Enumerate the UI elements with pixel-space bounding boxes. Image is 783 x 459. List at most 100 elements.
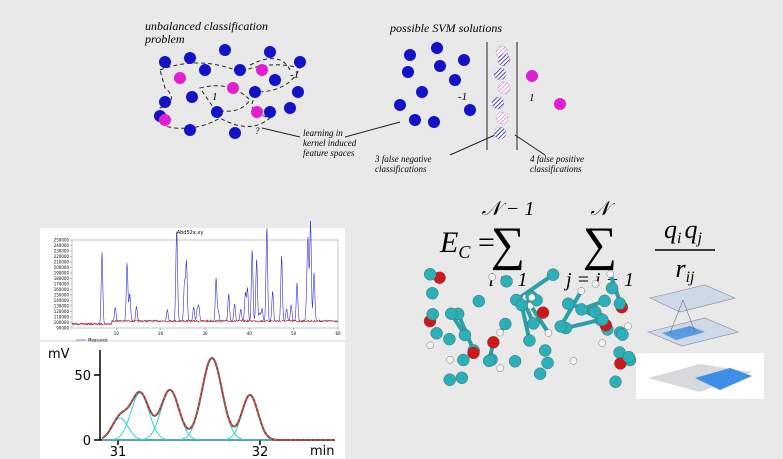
- data-point: [458, 54, 470, 66]
- class-label: 1: [529, 92, 535, 104]
- spectrum-title: Abd52x.xy: [177, 230, 204, 236]
- data-point: [464, 104, 476, 116]
- data-point: [184, 52, 196, 64]
- atom: [555, 320, 567, 332]
- y-tick-label: 50: [74, 369, 91, 384]
- y-tick-label: 0: [83, 434, 91, 449]
- atom: [426, 287, 438, 299]
- data-point: [211, 106, 223, 118]
- atom: [623, 351, 635, 363]
- data-point: [402, 66, 414, 78]
- note: learning in: [303, 128, 343, 138]
- class-label: -1: [290, 69, 299, 81]
- atom: [537, 307, 549, 319]
- atom: [592, 280, 599, 287]
- data-point: [251, 106, 263, 118]
- hatched-point: [492, 97, 504, 109]
- class-label: 1: [212, 91, 218, 103]
- note: classifications: [375, 164, 427, 174]
- x-tick-label: 32: [252, 445, 269, 459]
- atom: [443, 333, 455, 345]
- atom: [427, 308, 439, 320]
- spectrum-plot: Abd52x.xy 900001000001100001200001300001…: [40, 221, 345, 351]
- note: classifications: [530, 164, 582, 174]
- y-tick-label: 200000: [54, 265, 70, 270]
- data-point: [184, 124, 196, 136]
- y-tick-label: 160000: [54, 287, 70, 292]
- panel: [40, 228, 345, 340]
- atom: [527, 317, 539, 329]
- atom: [539, 344, 551, 356]
- data-point: [159, 96, 171, 108]
- atom: [534, 368, 546, 380]
- atom: [570, 357, 577, 364]
- data-point: [229, 127, 241, 139]
- data-point: [409, 114, 421, 126]
- note: 3 false negative: [374, 154, 431, 164]
- atom: [473, 295, 485, 307]
- atom: [501, 275, 513, 287]
- x-tick-label: 31: [110, 445, 127, 459]
- collage: unbalanced classification problem possib…: [0, 0, 783, 459]
- atom: [545, 329, 552, 336]
- y-tick-label: 100000: [54, 320, 70, 325]
- class-label: ?: [255, 126, 260, 136]
- atom: [489, 273, 496, 280]
- y-tick-label: 210000: [54, 260, 70, 265]
- x-tick-label: 30: [202, 331, 208, 336]
- data-point: [199, 64, 211, 76]
- atom: [444, 374, 456, 386]
- y-tick-label: 120000: [54, 309, 70, 314]
- data-point: [234, 64, 246, 76]
- atom: [596, 314, 608, 326]
- atom: [499, 318, 511, 330]
- x-tick-label: 50: [291, 331, 297, 336]
- note: 4 false positive: [530, 154, 584, 164]
- data-point: [174, 72, 186, 84]
- y-tick-label: 240000: [54, 243, 70, 248]
- data-point: [186, 91, 198, 103]
- x-tick-label: 10: [114, 331, 120, 336]
- atom: [487, 336, 499, 348]
- symbol: q: [685, 215, 698, 244]
- data-point: [554, 98, 566, 110]
- subscript: j: [696, 230, 703, 247]
- x-tick-label: 20: [158, 331, 164, 336]
- atom: [614, 298, 626, 310]
- atom: [528, 294, 535, 301]
- data-point: [284, 102, 296, 114]
- note: kernel induced: [303, 138, 357, 148]
- atom: [547, 269, 559, 281]
- atom: [562, 298, 574, 310]
- y-tick-label: 220000: [54, 254, 70, 259]
- atom: [607, 271, 614, 278]
- sum-upper: 𝒩 − 1: [482, 198, 535, 220]
- y-tick-label: 90000: [56, 326, 69, 331]
- data-point: [264, 106, 276, 118]
- atom: [459, 329, 471, 341]
- atom: [468, 347, 480, 359]
- data-point: [416, 86, 428, 98]
- chromatogram: mV min 0 50 31 32: [40, 342, 345, 459]
- atom: [447, 356, 454, 363]
- y-axis-label: mV: [48, 347, 70, 362]
- data-point: [264, 46, 276, 58]
- x-axis-unit: min: [310, 444, 335, 459]
- data-point: [269, 74, 281, 86]
- y-tick-label: 180000: [54, 276, 70, 281]
- atom: [456, 372, 468, 384]
- atom: [445, 308, 457, 320]
- subscript: ij: [686, 269, 695, 286]
- data-point: [219, 44, 231, 56]
- data-point: [431, 42, 443, 54]
- atom: [616, 329, 628, 341]
- y-tick-label: 170000: [54, 282, 70, 287]
- subscript: i: [677, 230, 681, 247]
- atom: [431, 327, 443, 339]
- atom: [516, 299, 528, 311]
- right-title: possible SVM solutions: [389, 21, 502, 35]
- hatched-point: [496, 112, 508, 124]
- atom: [542, 357, 554, 369]
- data-point: [404, 49, 416, 61]
- sigma: ∑: [583, 218, 617, 271]
